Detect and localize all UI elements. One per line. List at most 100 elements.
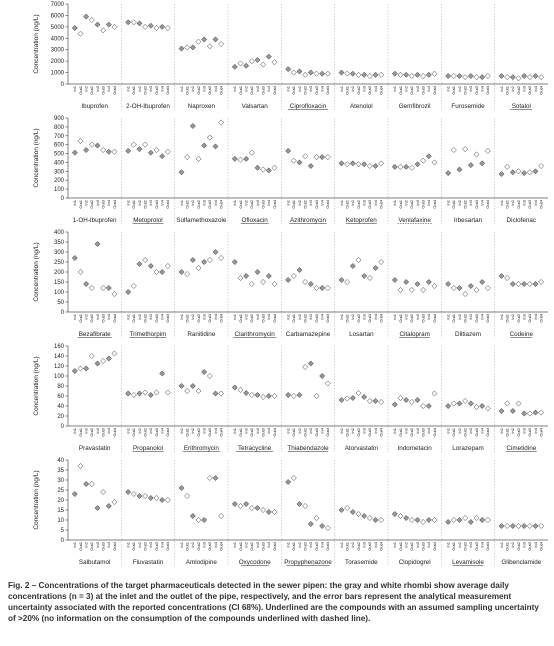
point-label: In1 [446,85,451,91]
rhombus [164,497,171,503]
compound-name: Levamisole [452,559,484,566]
rhombus [344,395,351,402]
rhombus [254,57,261,63]
rhombus [147,22,154,29]
point-label: Out4 [485,199,490,208]
rhombus [296,501,303,507]
point-label: Out4 [379,541,384,550]
rhombus [248,505,255,511]
rhombus [515,168,522,175]
rhombus [105,285,112,291]
y-tick-label: 400 [54,160,65,166]
point-label: In2 [510,427,515,433]
rhombus [206,475,213,481]
point-label: In4 [320,427,325,433]
point-label: Out1 [505,541,510,550]
rhombus [450,147,457,153]
point-label: Out3 [154,541,159,550]
point-label: In1 [499,541,504,547]
point-label: Out3 [314,85,319,94]
y-tick-label: 0 [61,82,65,88]
rhombus [473,404,480,410]
point-label: Out1 [131,541,136,550]
rhombus [473,151,480,158]
y-axis-label: Concentration (ng/L) [33,356,40,415]
point-label: In4 [426,541,431,547]
point-label: In3 [522,85,527,91]
point-label: In2 [84,199,89,205]
point-label: In4 [160,199,165,205]
point-label: Out1 [345,313,350,322]
point-label: Out2 [143,85,148,94]
rhombus [111,350,118,357]
rhombus [218,255,225,261]
y-tick-label: 400 [54,230,65,236]
rhombus [408,287,415,293]
point-label: In3 [522,427,527,433]
rhombus [159,23,166,30]
point-label: In3 [148,313,153,319]
point-label: Out2 [409,427,414,436]
point-label: In3 [415,427,420,433]
rhombus [509,408,516,414]
point-label: In3 [255,85,260,91]
point-label: In3 [522,541,527,547]
y-tick-label: 140 [54,354,65,360]
point-label: Out4 [379,313,384,322]
rhombus [526,74,533,81]
point-label: Out3 [474,313,479,322]
rhombus [361,513,368,519]
point-label: Out4 [539,85,544,94]
compound-name: Sotalol [512,103,531,110]
rhombus [397,513,404,519]
rhombus [285,479,292,485]
rhombus [159,269,166,275]
rhombus [88,353,95,359]
point-label: In4 [213,85,218,91]
rhombus [414,281,421,287]
point-label: Out2 [249,199,254,208]
point-label: In3 [255,427,260,433]
rhombus [344,70,351,77]
point-label: In4 [533,199,538,205]
rhombus [538,279,545,285]
point-label: Out3 [421,427,426,436]
rhombus [307,163,314,169]
point-label: Out4 [432,85,437,94]
compound-name: Propyphenazone [284,559,332,566]
point-label: In2 [350,541,355,547]
point-label: Out2 [143,427,148,436]
rhombus [212,36,219,43]
y-tick-label: 350 [54,240,65,246]
point-label: In2 [137,427,142,433]
point-label: Out3 [207,541,212,550]
point-label: In4 [213,427,218,433]
point-label: In2 [404,199,409,205]
rhombus [77,30,84,37]
compound-name: Irbesartan [454,217,483,224]
y-tick-label: 35 [57,468,64,474]
point-label: In2 [404,427,409,433]
point-label: In1 [126,199,131,205]
point-label: In4 [266,85,271,91]
rhombus [71,255,78,261]
point-label: Out3 [207,313,212,322]
point-label: In1 [499,427,504,433]
compound-name: 2-OH-Ibuprofen [126,103,170,110]
rhombus [243,155,250,162]
rhombus [397,395,404,401]
rhombus [178,485,185,491]
rhombus [515,523,522,529]
point-label: Out4 [325,541,330,550]
rhombus [164,263,171,269]
rhombus [462,515,469,521]
point-label: Out2 [303,199,308,208]
rhombus [125,19,132,26]
rhombus [254,164,261,171]
point-label: Out1 [291,541,296,550]
point-label: Out2 [249,313,254,322]
rhombus [515,75,522,82]
rhombus [142,493,149,499]
rhombus [391,70,398,77]
point-label: In1 [179,313,184,319]
